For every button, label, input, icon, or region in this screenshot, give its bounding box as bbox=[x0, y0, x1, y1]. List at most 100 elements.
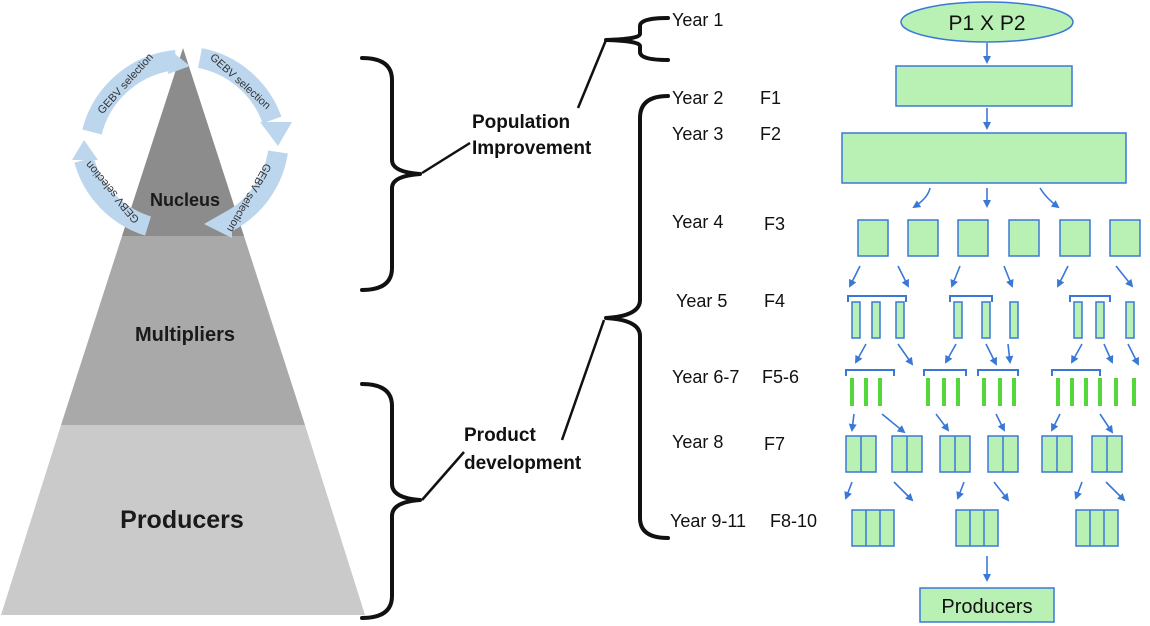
arrow bbox=[897, 265, 909, 288]
f5-6-bracket bbox=[923, 369, 967, 376]
arrow bbox=[893, 481, 914, 502]
gebv-label-1: GEBV selection bbox=[96, 51, 156, 116]
cycle-arrowhead-2 bbox=[204, 208, 232, 238]
year-label-1: Year 1 bbox=[672, 10, 723, 30]
producers-box bbox=[919, 587, 1055, 623]
f2-f3-arrows bbox=[912, 187, 1060, 209]
population-improvement-label-line1: Population bbox=[472, 112, 570, 133]
f4-bracket bbox=[847, 295, 907, 302]
brace-year1 bbox=[604, 16, 670, 62]
f4-column bbox=[851, 301, 861, 339]
year-label-5: Year 5 bbox=[676, 291, 727, 311]
gen-label-3: F2 bbox=[760, 124, 781, 144]
f3-box bbox=[1109, 219, 1141, 257]
arrow bbox=[1105, 481, 1126, 502]
f8-10-boxes bbox=[851, 509, 1119, 547]
arrow bbox=[1115, 265, 1134, 288]
cycle-arrow-top-left bbox=[82, 50, 178, 135]
arrow bbox=[1074, 481, 1083, 500]
f4-bracket bbox=[949, 295, 993, 302]
brace-population-improvement bbox=[360, 56, 422, 292]
f4-column bbox=[1095, 301, 1105, 339]
gen-label-6: F5-6 bbox=[762, 367, 799, 387]
f2-box bbox=[841, 132, 1127, 184]
f4-column bbox=[981, 301, 991, 339]
f5-6-bracket bbox=[1051, 369, 1101, 376]
cross-ellipse bbox=[900, 1, 1074, 43]
arrow bbox=[1099, 413, 1114, 434]
pyramid-multipliers-tier bbox=[61, 236, 305, 425]
f4-f5-arrows bbox=[855, 343, 1139, 366]
f8-10-box bbox=[1075, 509, 1119, 547]
cycle-arrowhead-3 bbox=[72, 140, 98, 160]
arrow bbox=[881, 413, 906, 434]
arrow bbox=[897, 343, 914, 366]
arrow bbox=[849, 265, 861, 288]
gebv-label-2: GEBV selection bbox=[207, 52, 272, 112]
arrow bbox=[1127, 343, 1139, 366]
pyramid-nucleus-tier bbox=[122, 48, 244, 236]
arrow bbox=[993, 481, 1010, 502]
arrow bbox=[935, 413, 950, 432]
arrow bbox=[950, 265, 961, 288]
population-improvement-label-line2: Improvement bbox=[472, 138, 592, 159]
timeline: Year 1 Year 2 F1 Year 3 F2 Year 4 F3 Yea… bbox=[670, 10, 817, 531]
f3-box bbox=[1059, 219, 1091, 257]
f4-bracket bbox=[1069, 295, 1111, 302]
arrow bbox=[855, 343, 867, 364]
f7-boxes bbox=[845, 435, 1123, 473]
cross-label: P1 X P2 bbox=[948, 12, 1025, 35]
f8-10-box bbox=[851, 509, 895, 547]
f3-box bbox=[857, 219, 889, 257]
f5-6-bracket bbox=[977, 369, 1019, 376]
connector-year-brace-2 bbox=[560, 319, 606, 441]
gen-label-7: F7 bbox=[764, 434, 785, 454]
multipliers-label: Multipliers bbox=[135, 324, 235, 346]
cycle-arrowhead-4 bbox=[168, 50, 190, 74]
arrow bbox=[1103, 343, 1114, 364]
year-label-6: Year 6-7 bbox=[672, 367, 739, 387]
f4-column bbox=[871, 301, 881, 339]
f5-6-groups bbox=[845, 369, 1136, 406]
nucleus-label: Nucleus bbox=[150, 190, 220, 210]
brace-product-development bbox=[360, 382, 422, 620]
connector-product bbox=[421, 451, 465, 501]
f4-column bbox=[895, 301, 905, 339]
f5-6-f7-arrows bbox=[848, 413, 1114, 434]
arrow bbox=[844, 481, 853, 500]
cycle-arrowhead-1 bbox=[260, 122, 292, 146]
producers-label: Producers bbox=[120, 506, 244, 534]
producers-box-label: Producers bbox=[941, 596, 1032, 618]
year-label-8: Year 9-11 bbox=[670, 511, 746, 531]
f4-column bbox=[1009, 301, 1019, 339]
connector-population bbox=[421, 141, 471, 175]
connector-year-brace-1 bbox=[576, 39, 608, 109]
f4-column bbox=[1125, 301, 1135, 339]
f3-box bbox=[1008, 219, 1040, 257]
arrow bbox=[995, 413, 1005, 432]
year-label-2: Year 2 bbox=[672, 88, 723, 108]
pyramid-producers-tier bbox=[1, 425, 365, 615]
arrow bbox=[1051, 413, 1061, 432]
f3-boxes bbox=[857, 219, 1141, 257]
arrow bbox=[956, 481, 965, 500]
breeding-flow: P1 X P2 Producers bbox=[841, 1, 1141, 623]
f1-box bbox=[895, 65, 1073, 107]
arrow bbox=[848, 413, 857, 432]
product-development-label-line1: Product bbox=[464, 425, 536, 446]
pyramid: Nucleus Multipliers Producers bbox=[1, 48, 365, 615]
arrow bbox=[1057, 265, 1069, 288]
f3-box bbox=[957, 219, 989, 257]
arrow bbox=[945, 343, 957, 364]
gen-label-2: F1 bbox=[760, 88, 781, 108]
arrow bbox=[1071, 343, 1083, 364]
cycle-arrow-right bbox=[223, 150, 288, 231]
f4-column bbox=[1073, 301, 1083, 339]
f5-6-bracket bbox=[845, 369, 895, 376]
arrow bbox=[1003, 265, 1014, 288]
year-label-7: Year 8 bbox=[672, 432, 723, 452]
brace-years-2-11 bbox=[604, 94, 670, 540]
f7-f8-arrows bbox=[844, 481, 1126, 502]
product-development-label-line2: development bbox=[464, 453, 582, 474]
